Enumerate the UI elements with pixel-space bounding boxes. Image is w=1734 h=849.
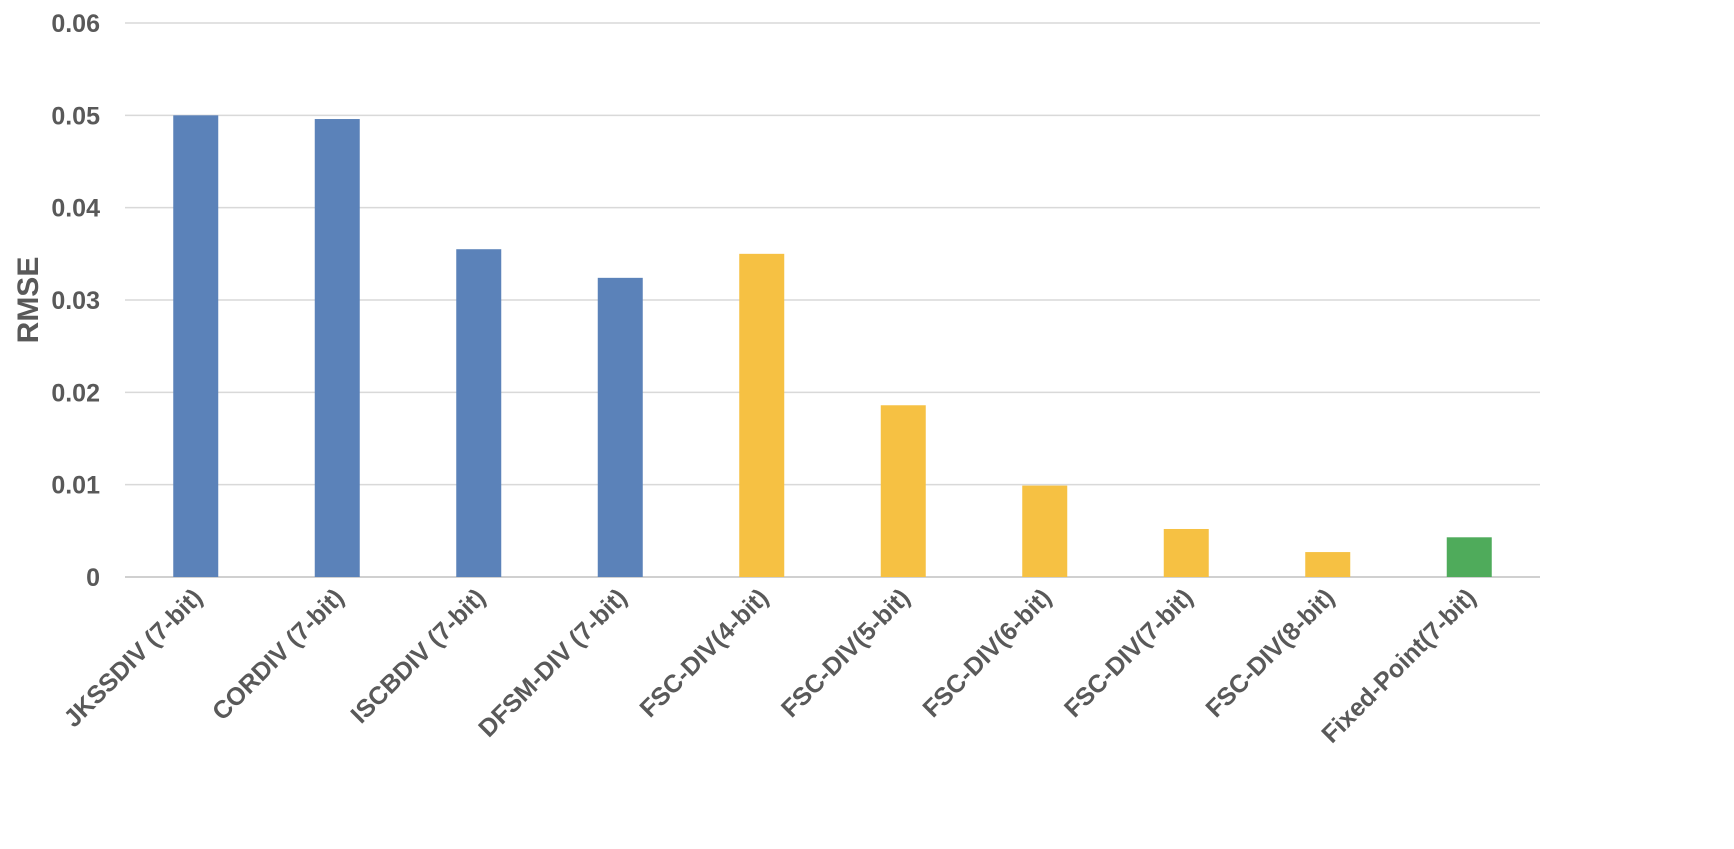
gridlines (125, 22, 1540, 578)
bar (314, 119, 360, 577)
bar (1446, 537, 1492, 577)
y-tick-labels: 0 0.01 0.02 0.03 0.04 0.05 0.06 (51, 10, 100, 592)
bar (739, 253, 785, 578)
bar (173, 115, 219, 577)
x-tick-label: JKSSDIV (7-bit) (59, 583, 208, 732)
x-tick-label: FSC-DIV(8-bit) (1200, 583, 1340, 723)
y-tick-label: 0.03 (51, 287, 100, 315)
bar (880, 405, 926, 577)
x-tick-label: Fixed-Point(7-bit) (1316, 583, 1481, 748)
x-tick-label: CORDIV (7-bit) (207, 583, 350, 726)
x-tick-label: FSC-DIV(4-bit) (634, 583, 774, 723)
bar (597, 277, 643, 577)
y-tick-label: 0.04 (51, 195, 100, 223)
bar (1022, 485, 1068, 577)
y-tick-label: 0.02 (51, 379, 100, 407)
y-tick-label: 0.05 (51, 102, 100, 130)
x-tick-labels: JKSSDIV (7-bit)CORDIV (7-bit)ISCBDIV (7-… (59, 583, 1482, 748)
bar (1163, 528, 1209, 577)
bar (1305, 552, 1351, 577)
y-tick-label: 0 (86, 564, 100, 592)
x-tick-label: FSC-DIV(6-bit) (917, 583, 1057, 723)
y-axis-label: RMSE (12, 257, 45, 344)
x-tick-label: FSC-DIV(7-bit) (1059, 583, 1199, 723)
y-tick-label: 0.06 (51, 10, 100, 38)
y-tick-label: 0.01 (51, 472, 100, 500)
bar (456, 249, 502, 577)
bars (173, 115, 1492, 578)
x-tick-label: DFSM-DIV (7-bit) (473, 583, 632, 742)
x-tick-label: ISCBDIV (7-bit) (345, 583, 491, 729)
x-tick-label: FSC-DIV(5-bit) (776, 583, 916, 723)
